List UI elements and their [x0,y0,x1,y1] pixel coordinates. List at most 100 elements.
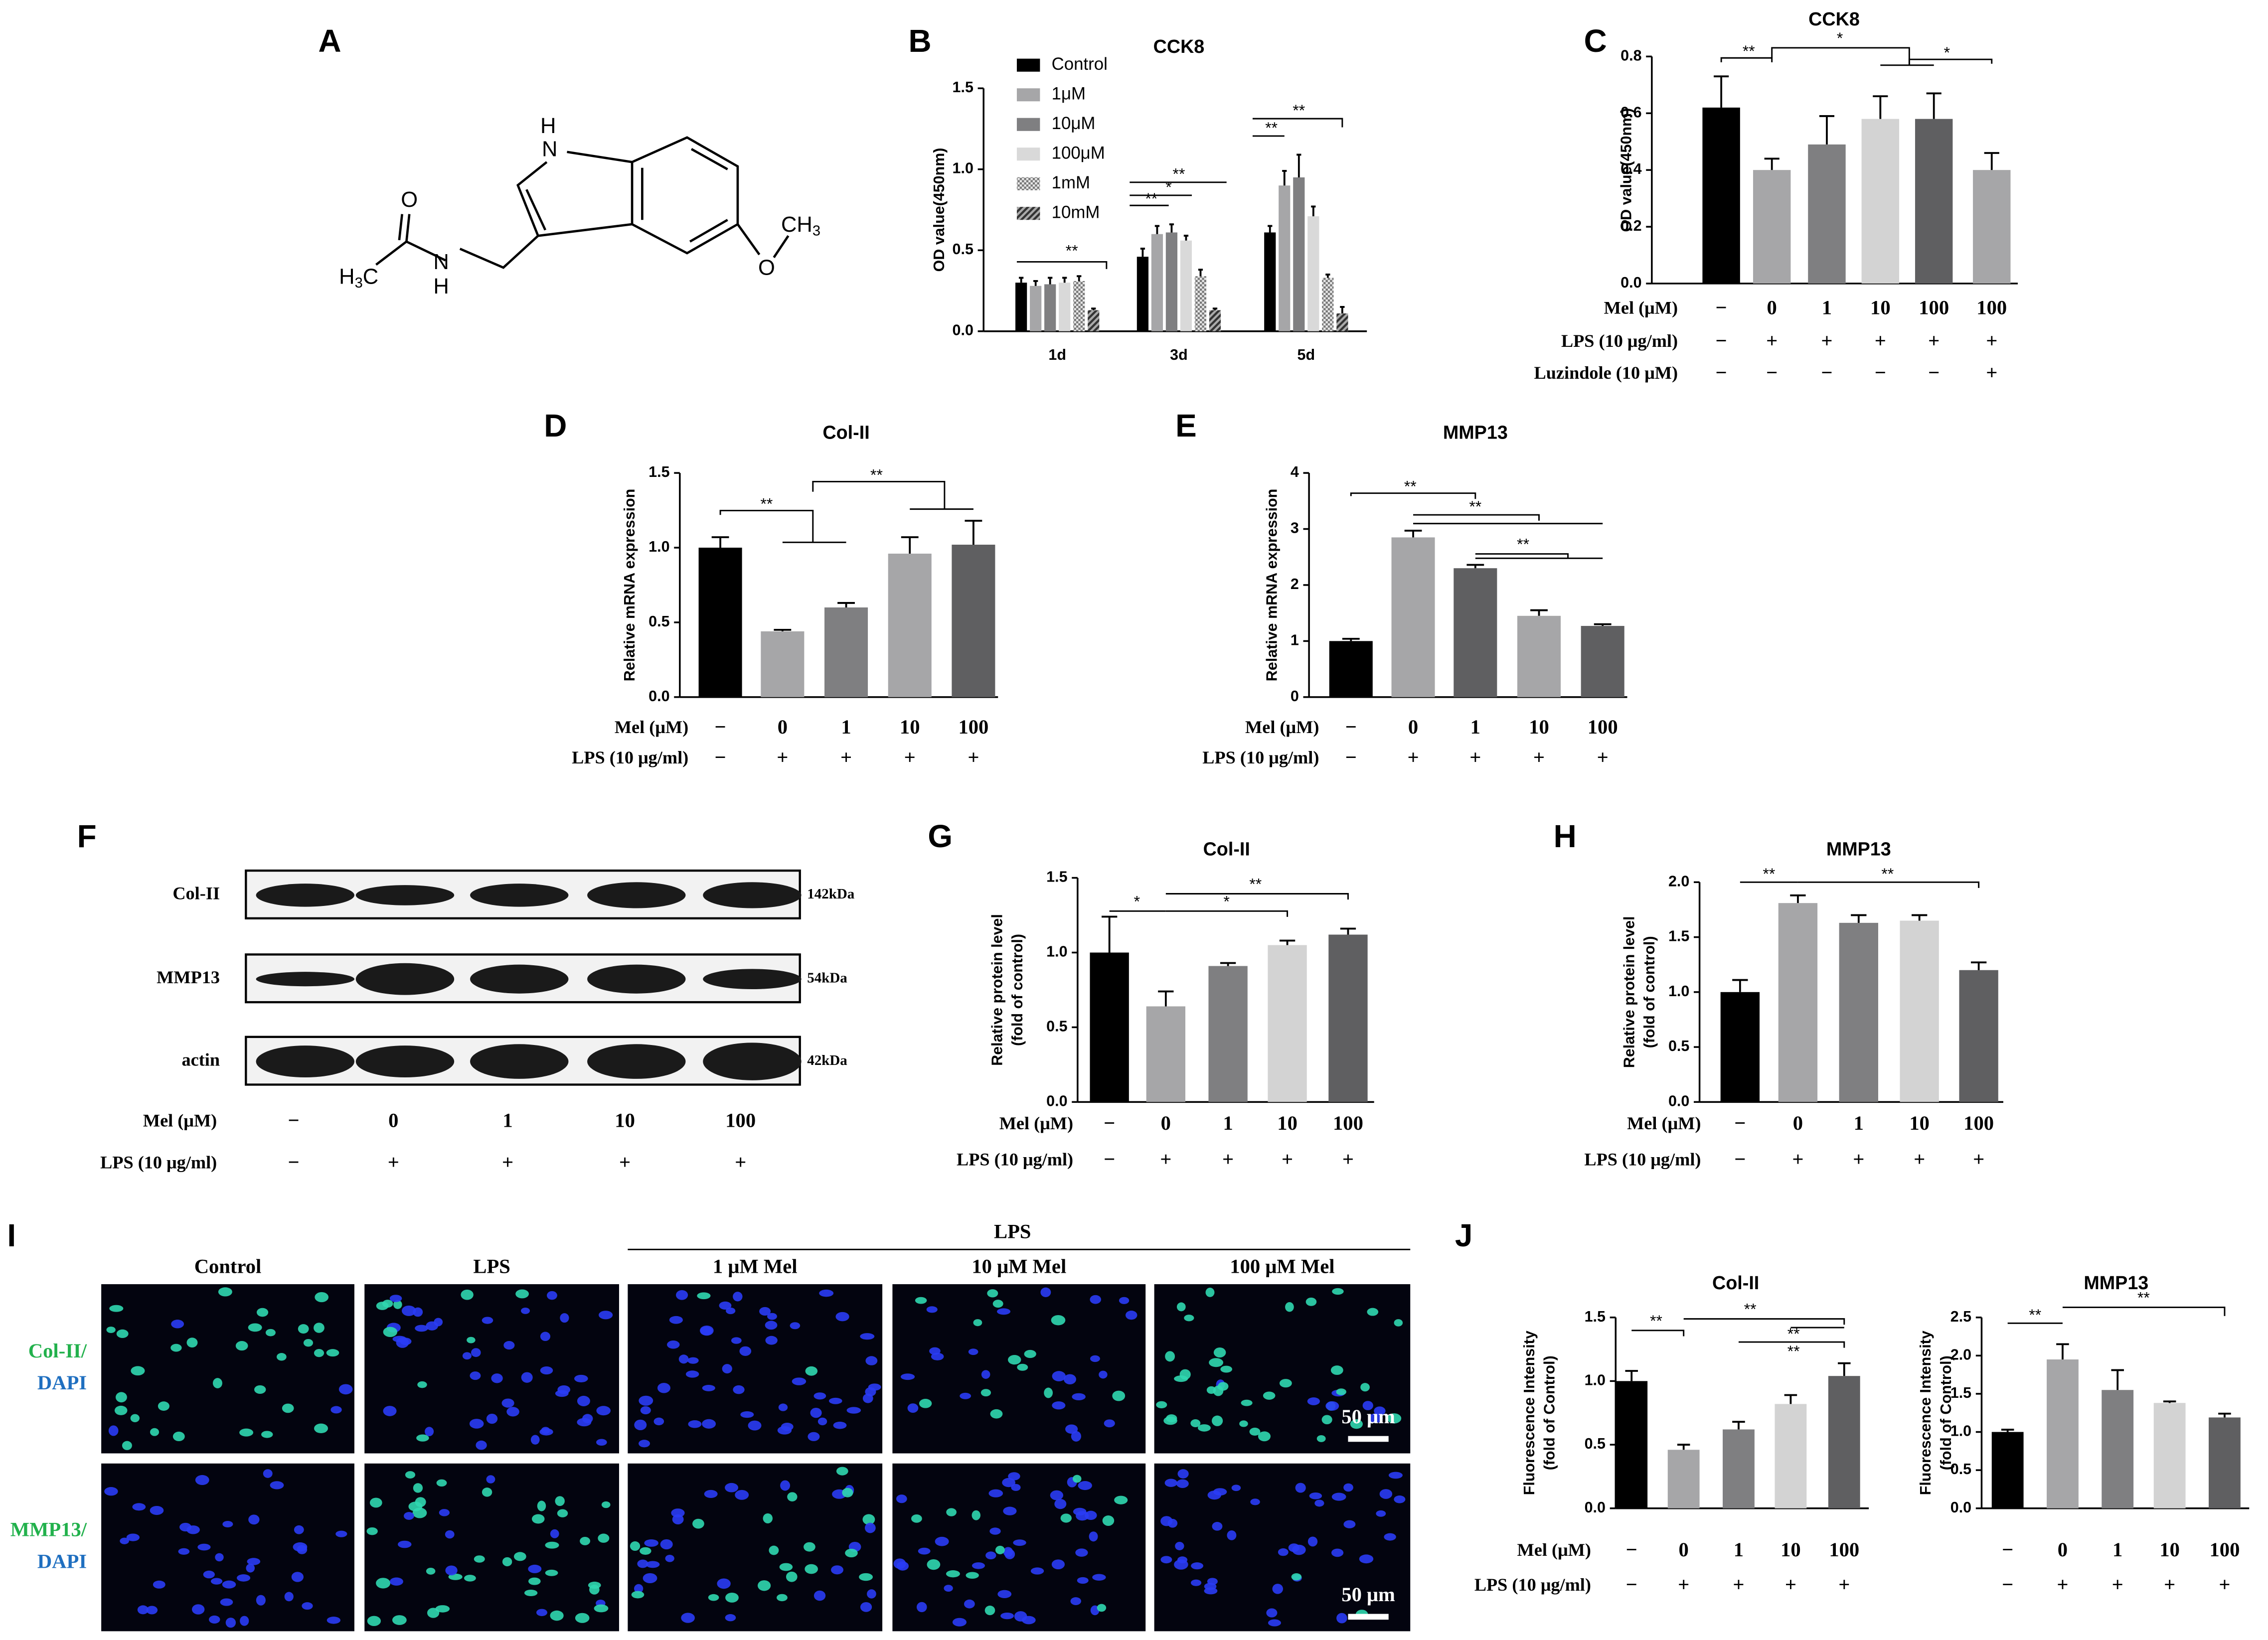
bar [1517,615,1561,697]
condition-cell: − [1734,1148,1746,1171]
cell-nucleus [1166,1414,1177,1423]
cell-nucleus [376,1578,391,1589]
cell-nucleus [946,1508,957,1516]
image-column-label: Control [194,1255,262,1277]
significance: ** [1404,477,1417,495]
condition-cell: 100 [1829,1538,1859,1561]
y-axis-label: OD value(450nm) [931,148,948,272]
cell-nucleus [1394,1495,1406,1503]
blot-band [587,882,686,908]
cell-nucleus [415,1325,428,1332]
image-row-label: MMP13/ [10,1518,87,1541]
cell-nucleus [1040,1287,1051,1297]
legend-label: 100μM [1052,143,1105,162]
y-axis-label: (fold of control) [1641,936,1658,1048]
cell-nucleus [326,1349,339,1357]
bar [761,631,805,697]
cell-nucleus [265,1329,276,1337]
scale-bar [1348,1614,1389,1620]
condition-cell: + [1222,1148,1234,1171]
cell-nucleus [425,1427,434,1437]
y-tick-label: 1.5 [953,79,973,96]
bar [1015,283,1027,331]
condition-cell: 0 [388,1109,398,1131]
atom: 3 [812,223,820,239]
image-column-label: 10 μM Mel [972,1255,1066,1277]
panel-label: E [1175,408,1197,444]
cell-nucleus [1205,1288,1215,1297]
atom: C [363,265,378,289]
condition-cell: − [1104,1112,1115,1134]
condition-cell: + [502,1151,513,1173]
cell-nucleus [417,1381,427,1388]
legend-swatch [1016,177,1040,190]
cell-nucleus [1017,1363,1028,1371]
cell-nucleus [1374,1406,1386,1416]
cell-nucleus [859,1573,873,1581]
error-bar [1732,979,1748,992]
bar [1778,903,1818,1102]
cell-nucleus [676,1290,688,1300]
condition-cell: 1 [1223,1112,1233,1134]
scale-label: 50 μm [1341,1583,1395,1606]
atom: H [433,275,449,298]
error-bar [1819,115,1835,145]
error-bar [1340,927,1356,935]
condition-cell: + [1928,329,1940,352]
condition-cell: 100 [1588,716,1618,738]
x-tick-label: 5d [1297,346,1315,363]
cell-nucleus [973,1319,982,1327]
cell-nucleus [725,1614,736,1622]
cell-nucleus [476,1440,487,1450]
condition-label: LPS (10 μg/ml) [1202,747,1319,767]
cell-nucleus [1190,1579,1202,1586]
error-bar [1912,914,1928,921]
cell-nucleus [539,1428,553,1436]
cell-nucleus [294,1525,304,1534]
cell-nucleus [692,1518,704,1529]
cell-nucleus [1272,1584,1284,1594]
significance: ** [761,494,773,512]
significance-bracket [1908,58,1993,65]
blot-band [470,964,569,994]
cell-nucleus [209,1615,220,1624]
cell-nucleus [1051,1559,1065,1570]
bar [1991,1432,2024,1508]
condition-cell: + [777,746,788,768]
y-tick-label: 2 [1291,576,1299,593]
cell-nucleus [464,1575,476,1582]
cell-nucleus [780,1480,791,1491]
cell-nucleus [212,1378,222,1388]
cell-nucleus [426,1568,436,1575]
bar [1059,283,1071,331]
cell-nucleus [256,1595,266,1606]
cell-nucleus [1014,1611,1027,1622]
bar [1839,922,1878,1102]
cell-nucleus [968,1348,978,1355]
micrograph [101,1463,354,1632]
cell-nucleus [596,1406,611,1416]
cell-nucleus [1279,1379,1292,1388]
cell-nucleus [550,1529,559,1538]
cell-nucleus [284,1592,294,1602]
cell-nucleus [966,1572,979,1579]
condition-cell: 100 [725,1109,756,1131]
cell-nucleus [413,1483,423,1493]
condition-cell: − [715,716,726,738]
error-bar [1342,638,1360,641]
cell-nucleus [919,1398,932,1408]
condition-cell: 100 [1976,296,2007,318]
error-bar [1311,205,1316,216]
cell-nucleus [989,1527,1001,1535]
cell-nucleus [1331,1492,1346,1501]
significance-bracket [1797,881,1980,888]
legend-swatch [1016,88,1040,102]
significance-bracket [1413,514,1603,525]
condition-cell: − [1928,361,1940,384]
cell-nucleus [1309,1492,1322,1499]
condition-label: Mel (μM) [1627,1113,1701,1133]
cell-nucleus [137,1605,149,1615]
significance-bracket [1738,1341,1845,1348]
bar [1775,1404,1807,1508]
y-tick-label: 0.6 [1620,104,1641,121]
